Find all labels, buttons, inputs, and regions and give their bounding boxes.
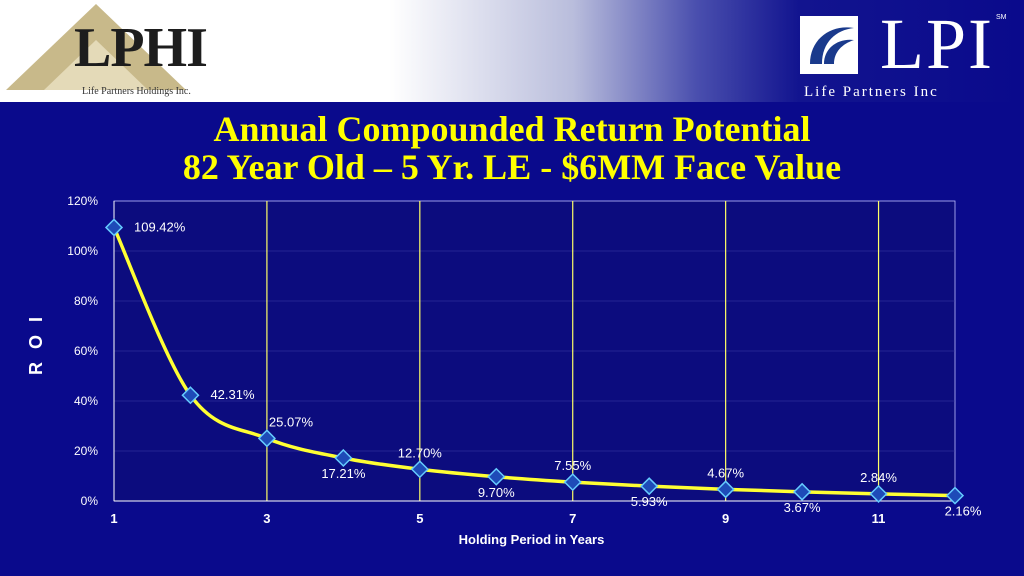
data-point-marker (716, 480, 735, 499)
chart-title: Annual Compounded Return Potential (213, 109, 811, 149)
data-label: 109.42% (134, 219, 186, 234)
y-tick-label: 0% (81, 494, 99, 508)
lphi-logo: LPHI Life Partners Holdings Inc. (4, 2, 236, 100)
x-tick-label: 3 (263, 511, 270, 526)
y-tick-label: 80% (74, 294, 98, 308)
data-point-marker (487, 467, 506, 486)
y-axis-title: R O I (26, 313, 46, 375)
lphi-logo-text: LPHI (74, 17, 208, 79)
data-label: 7.55% (554, 458, 591, 473)
y-tick-label: 100% (67, 244, 98, 258)
roi-line-chart: 0% 20% 40% 60% 80% 100% 120% 1 3 5 7 9 11 Holding Per… (26, 194, 982, 547)
lpi-trademark: SM (996, 14, 1007, 21)
lpi-logo-subtitle: Life Partners Inc (804, 84, 939, 100)
chart-title-block: Annual Compounded Return Potential 82 Ye… (0, 110, 1024, 186)
x-tick-label: 5 (416, 511, 423, 526)
data-point-marker (257, 429, 276, 448)
data-label: 2.16% (945, 504, 982, 519)
x-tick-label: 7 (569, 511, 576, 526)
data-point-marker (334, 448, 353, 468)
x-tick-label: 9 (722, 511, 729, 526)
x-tick-label: 1 (110, 511, 117, 526)
data-point-marker (640, 477, 659, 496)
data-label: 2.84% (860, 470, 897, 485)
data-point-marker (793, 482, 812, 501)
data-label: 3.67% (784, 500, 821, 515)
data-label: 42.31% (210, 387, 255, 402)
data-label: 25.07% (269, 414, 314, 429)
lpi-wave-icon (800, 16, 858, 74)
data-label: 12.70% (398, 445, 443, 460)
data-point-marker (945, 486, 965, 505)
y-tick-label: 20% (74, 444, 98, 458)
chart-subtitle: 82 Year Old – 5 Yr. LE - $6MM Face Value (182, 147, 842, 187)
lphi-logo-subtitle: Life Partners Holdings Inc. (82, 86, 191, 97)
y-tick-label: 120% (67, 194, 98, 208)
x-tick-label: 11 (872, 511, 886, 526)
data-point-marker (869, 484, 888, 503)
lpi-logo: LPI SM Life Partners Inc (796, 6, 1014, 102)
data-label: 17.21% (321, 466, 366, 481)
lphi-roof-icon (6, 4, 186, 90)
data-point-marker (563, 473, 582, 492)
x-axis-title: Holding Period in Years (459, 532, 605, 547)
y-tick-label: 40% (74, 394, 98, 408)
data-point-marker (181, 386, 200, 405)
data-label: 4.67% (707, 465, 744, 480)
y-tick-label: 60% (74, 344, 98, 358)
data-point-marker (104, 218, 124, 237)
data-label: 5.93% (631, 494, 668, 509)
data-point-marker (410, 460, 429, 479)
data-label: 9.70% (478, 485, 515, 500)
lpi-logo-text: LPI (880, 4, 994, 84)
